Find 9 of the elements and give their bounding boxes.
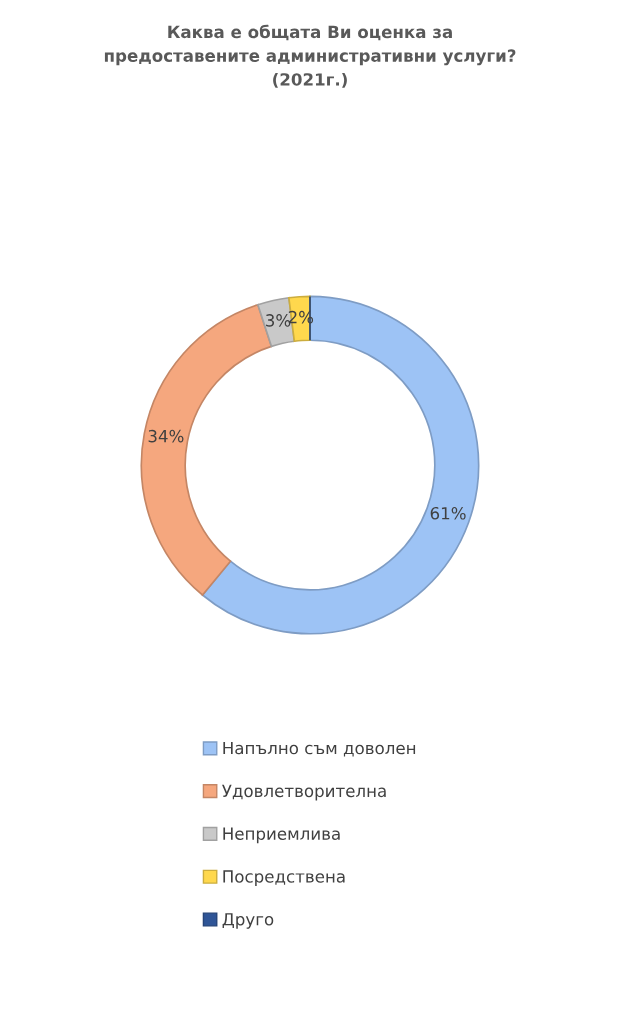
chart-title: Каква е общата Ви оценка за предоставените административни услуги? (2021г.) [104,24,516,88]
legend-label: Посредствена [223,870,345,886]
legend-label: Неприемлива [223,827,340,844]
legend-label: Напълно съм доволен [223,741,416,757]
data-label: 61% [430,506,466,520]
donut-slice [201,295,480,635]
legend-label: Удовлетворителна [222,784,386,801]
legend-label: Друго [222,913,274,929]
data-label: 34% [148,429,184,443]
